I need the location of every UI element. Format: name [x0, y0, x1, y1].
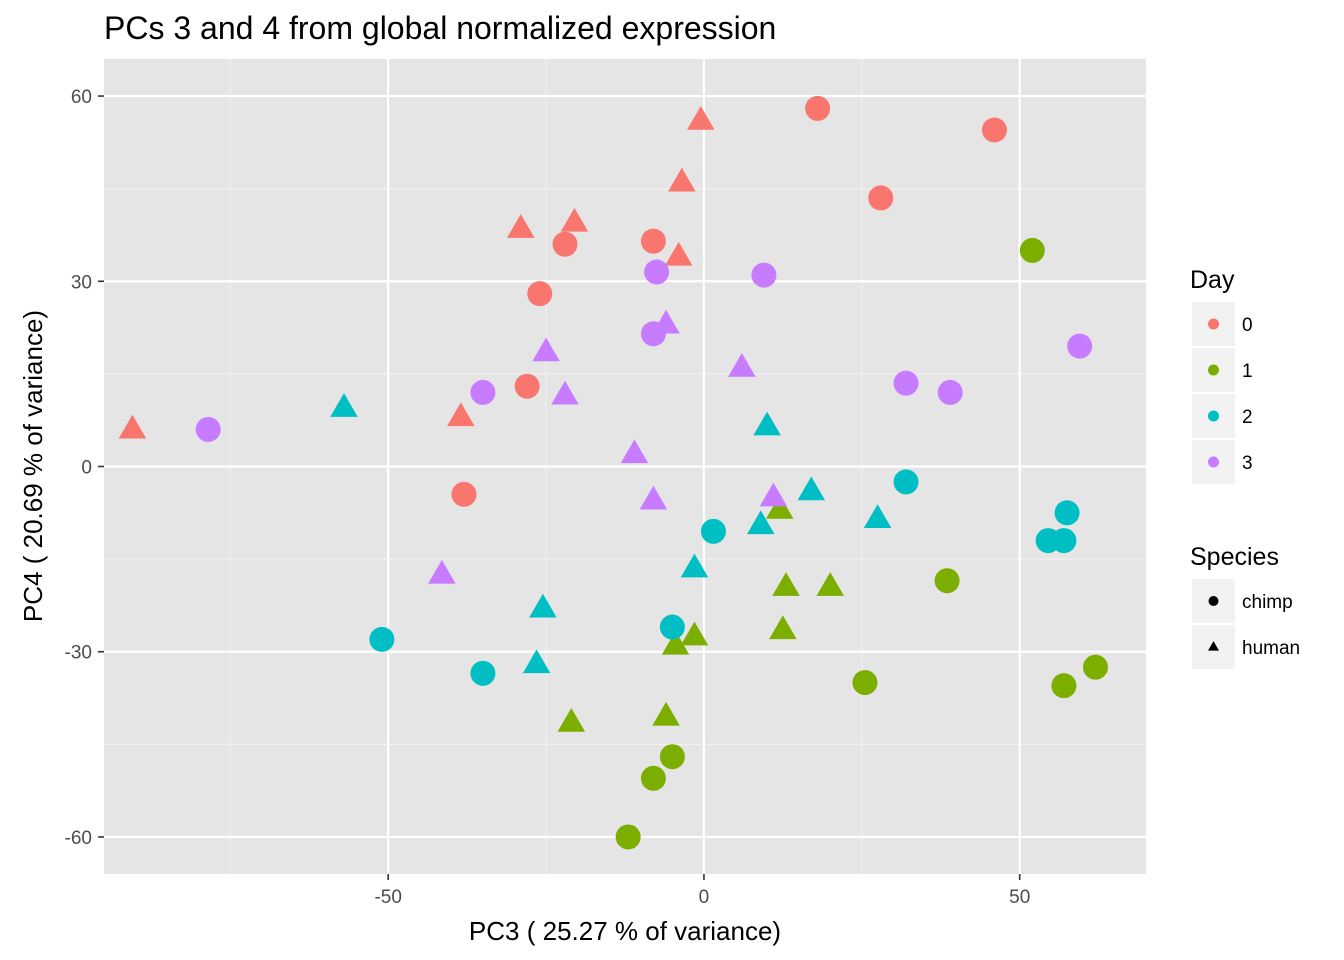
circle-point-day-0	[868, 185, 894, 211]
legend-day-3-label: 3	[1242, 453, 1253, 474]
legend-day-2-swatch	[1208, 410, 1219, 422]
legend-species-title: Species	[1190, 543, 1279, 571]
circle-point-day-2	[700, 518, 726, 544]
triangle-point-day-2	[529, 593, 557, 618]
y-tick-label: 30	[71, 272, 92, 293]
triangle-point-day-0	[447, 402, 475, 427]
circle-point-day-0	[640, 228, 666, 254]
triangle-point-day-2	[797, 476, 826, 501]
triangle-point-day-1	[661, 630, 690, 655]
triangle-point-day-2	[680, 553, 709, 578]
x-axis-title: PC3 ( 25.27 % of variance)	[469, 916, 781, 946]
x-tick-label: 0	[699, 887, 710, 908]
y-axis: -60 -30 0 30 60	[65, 87, 104, 849]
circle-point-day-3	[937, 379, 963, 405]
circle-point-day-0	[552, 231, 578, 257]
circle-point-day-3	[751, 262, 777, 288]
circle-point-day-1	[659, 744, 685, 770]
triangle-point-day-0	[687, 106, 715, 130]
y-tick-label: -60	[65, 828, 92, 849]
legend-chimp-label: chimp	[1242, 592, 1293, 613]
triangle-point-day-2	[330, 393, 358, 417]
triangle-point-day-3	[428, 559, 456, 584]
triangle-point-day-1	[816, 572, 844, 596]
legend-day-0-label: 0	[1242, 315, 1253, 336]
legend-day-1-swatch	[1208, 364, 1219, 376]
circle-point-day-2	[893, 469, 919, 495]
triangle-point-day-0	[118, 414, 147, 439]
chart-title: PCs 3 and 4 from global normalized expre…	[104, 10, 776, 46]
circle-point-day-2	[470, 660, 496, 686]
circle-point-day-3	[644, 259, 670, 285]
triangle-point-day-2	[522, 649, 551, 674]
triangle-point-day-1	[557, 708, 586, 732]
y-tick-label: 0	[81, 458, 92, 479]
circle-point-day-3	[1067, 333, 1093, 359]
x-axis: -50 0 50	[374, 874, 1030, 908]
triangle-point-day-0	[560, 207, 589, 232]
legend-day-3-swatch	[1208, 456, 1219, 468]
x-tick-label: -50	[374, 887, 401, 908]
triangle-point-day-1	[765, 494, 794, 519]
triangle-point-day-2	[753, 411, 781, 436]
circle-point-day-1	[852, 670, 878, 696]
triangle-point-day-3	[639, 485, 668, 510]
triangle-point-day-2	[863, 504, 892, 529]
legend-human-label: human	[1242, 638, 1300, 659]
triangle-point-day-3	[620, 439, 649, 464]
triangle-point-day-3	[728, 352, 756, 377]
circle-point-day-1	[615, 824, 641, 850]
triangle-point-day-1	[769, 615, 797, 640]
triangle-point-day-3	[551, 380, 579, 405]
triangle-point-day-1	[772, 572, 800, 596]
circle-point-day-0	[514, 373, 540, 399]
triangle-point-day-0	[664, 241, 693, 266]
circle-point-day-0	[805, 95, 831, 121]
circle-point-day-1	[934, 568, 960, 594]
circle-point-day-2	[659, 614, 685, 640]
circle-point-day-0	[451, 481, 477, 507]
circle-point-day-0	[527, 281, 553, 307]
legend-day-1-label: 1	[1242, 361, 1253, 382]
triangle-point-day-3	[532, 337, 560, 362]
y-tick-label: -30	[65, 643, 92, 664]
circle-point-day-2	[1054, 500, 1080, 526]
y-tick-label: 60	[71, 87, 92, 108]
triangle-point-day-3	[652, 309, 680, 334]
x-tick-label: 50	[1009, 887, 1030, 908]
data-points	[118, 95, 1108, 850]
circle-point-day-1	[1051, 673, 1077, 699]
legend-day-0-swatch	[1208, 318, 1219, 330]
legend-day: Day 0 1 2 3	[1190, 266, 1253, 484]
circle-point-day-1	[640, 765, 666, 791]
triangle-point-day-0	[668, 167, 696, 192]
legend-day-title: Day	[1190, 266, 1235, 294]
triangle-point-day-1	[680, 621, 709, 646]
legend-day-2-label: 2	[1242, 407, 1253, 428]
circle-point-day-0	[981, 117, 1007, 143]
triangle-point-day-0	[507, 214, 535, 238]
triangle-point-day-1	[652, 701, 680, 726]
circle-point-day-1	[1019, 237, 1045, 263]
circle-point-day-1	[1082, 654, 1108, 680]
legend-species: Species chimp human	[1190, 543, 1300, 669]
circle-point-day-2	[369, 626, 395, 652]
triangle-point-day-3	[759, 482, 788, 507]
circle-point-day-3	[893, 370, 919, 396]
legend-human-swatch	[1208, 641, 1219, 651]
triangle-point-day-2	[747, 510, 775, 535]
legend-chimp-swatch	[1208, 596, 1219, 606]
circle-point-day-3	[195, 416, 221, 442]
circle-point-day-3	[470, 379, 496, 405]
circle-point-day-2	[1051, 528, 1077, 554]
y-axis-title: PC4 ( 20.69 % of variance)	[18, 310, 48, 622]
